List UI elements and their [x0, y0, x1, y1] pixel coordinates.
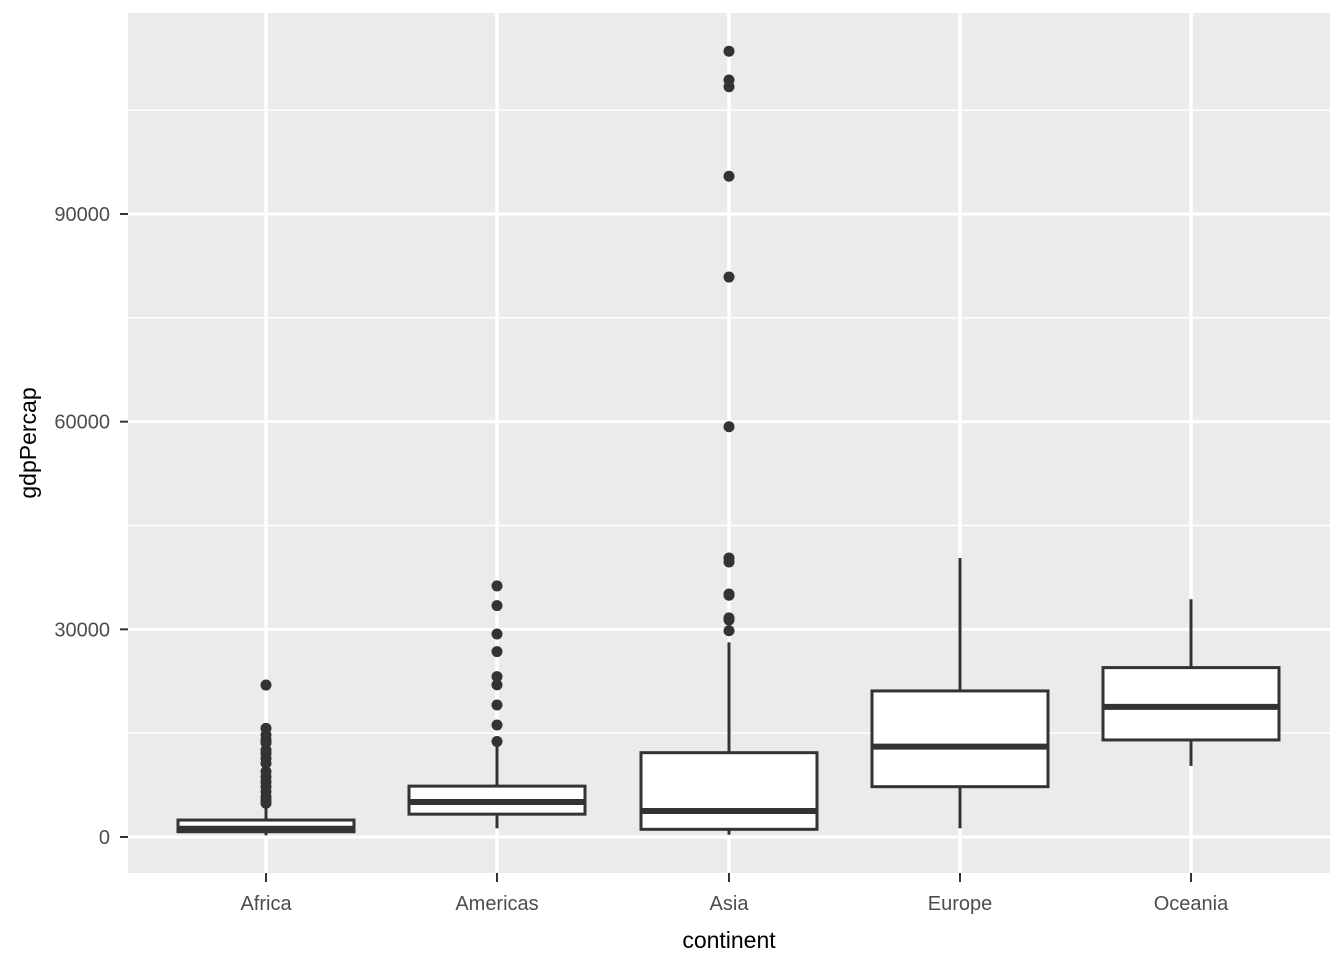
outlier-dot	[491, 580, 503, 592]
outlier-dot	[491, 646, 503, 658]
outlier-dot	[723, 45, 735, 57]
outlier-dot	[260, 679, 272, 691]
y-axis-title: gdpPercap	[15, 387, 41, 498]
x-axis-title: continent	[682, 927, 776, 953]
outlier-dot	[491, 679, 503, 691]
outlier-dot	[723, 552, 735, 564]
outlier-dot	[260, 766, 272, 778]
outlier-dot	[723, 625, 735, 637]
outlier-dot	[491, 735, 503, 747]
boxplot-asia	[639, 45, 819, 835]
iqr-box	[639, 751, 819, 831]
x-tick-label: Americas	[455, 893, 538, 915]
outlier-dot	[723, 271, 735, 283]
y-tick-label: 90000	[54, 204, 110, 226]
iqr-box	[1101, 666, 1281, 742]
outlier-dot	[491, 600, 503, 612]
boxplot-europe	[870, 557, 1050, 829]
boxplot-africa	[176, 679, 356, 836]
outlier-dot	[723, 74, 735, 86]
outlier-dot	[723, 170, 735, 182]
outlier-dot	[723, 612, 735, 624]
outlier-dot	[491, 719, 503, 731]
outlier-dot	[723, 421, 735, 433]
boxplot-oceania	[1101, 599, 1281, 766]
iqr-box	[870, 689, 1050, 789]
outlier-dot	[491, 699, 503, 711]
outlier-dot	[491, 671, 503, 683]
y-tick-label: 30000	[54, 619, 110, 641]
x-tick-label: Africa	[240, 893, 292, 915]
x-tick-label: Europe	[928, 893, 993, 915]
x-tick-label: Asia	[710, 893, 750, 915]
outlier-dot	[491, 628, 503, 640]
outlier-dot	[260, 722, 272, 734]
x-tick-label: Oceania	[1154, 893, 1229, 915]
outlier-dot	[723, 588, 735, 600]
chart-plot-area-group: 0 30000 60000 90000 Africa Americas Asia Europe…	[54, 13, 1330, 915]
y-tick-label: 60000	[54, 412, 110, 434]
y-tick-label: 0	[99, 827, 110, 849]
boxplot-americas	[407, 580, 587, 829]
